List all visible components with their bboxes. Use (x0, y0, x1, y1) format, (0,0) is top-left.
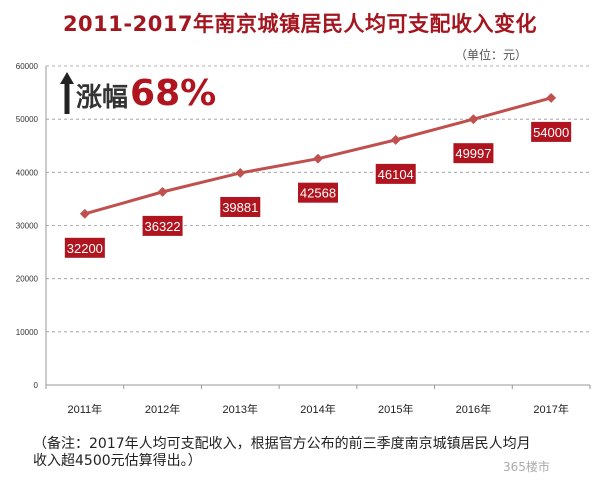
watermark: 365楼市 (503, 460, 550, 474)
up-arrow-icon (60, 72, 74, 114)
unit-note: （单位：元） (455, 48, 528, 62)
data-label: 42568 (300, 186, 336, 201)
x-tick-label: 2015年 (378, 402, 413, 416)
y-tick-label: 30000 (16, 222, 39, 231)
x-tick-label: 2011年 (68, 402, 103, 416)
data-point (313, 153, 323, 164)
data-point (79, 208, 90, 219)
y-tick-label: 0 (34, 381, 39, 390)
x-tick-label: 2013年 (223, 402, 258, 416)
growth-annotation: 涨幅 68% (60, 72, 216, 114)
data-label-box (531, 121, 572, 142)
data-point (468, 114, 479, 125)
data-point (235, 168, 246, 178)
growth-label: 涨幅 (76, 83, 129, 113)
data-label: 36322 (144, 219, 180, 234)
data-point (546, 92, 557, 103)
data-label-box (220, 196, 261, 217)
data-label: 46104 (378, 167, 414, 182)
y-tick-label: 60000 (16, 62, 39, 71)
chart-title: 2011-2017年南京城镇居民人均可支配收入变化 (62, 12, 538, 36)
x-tick-label: 2014年 (300, 402, 335, 416)
data-label: 39881 (222, 200, 258, 215)
x-tick-label: 2017年 (533, 402, 568, 416)
y-tick-label: 40000 (16, 168, 39, 177)
data-label-box (375, 163, 416, 184)
data-label: 49997 (455, 146, 491, 161)
data-point (390, 134, 401, 145)
data-label-box (453, 143, 494, 164)
plot-area: 0 10000 20000 30000 40000 50000 60000 2011年 2012… (16, 62, 591, 416)
x-tick-label: 2016年 (456, 402, 491, 416)
y-tick-label: 10000 (16, 328, 39, 337)
data-point (157, 186, 168, 197)
footnote: （备注：2017年人均可支配收入，根据官方公布的前三季度南京城镇居民人均月收入超… (33, 436, 531, 469)
data-label: 32200 (67, 241, 103, 256)
y-tick-label: 20000 (16, 275, 39, 284)
data-label-box (64, 237, 105, 258)
data-label: 54000 (533, 125, 569, 140)
x-tick-label: 2012年 (145, 402, 180, 416)
data-label-box (142, 215, 183, 236)
data-label-box (298, 182, 338, 203)
y-tick-label: 50000 (16, 115, 39, 124)
growth-value: 68% (130, 73, 217, 114)
